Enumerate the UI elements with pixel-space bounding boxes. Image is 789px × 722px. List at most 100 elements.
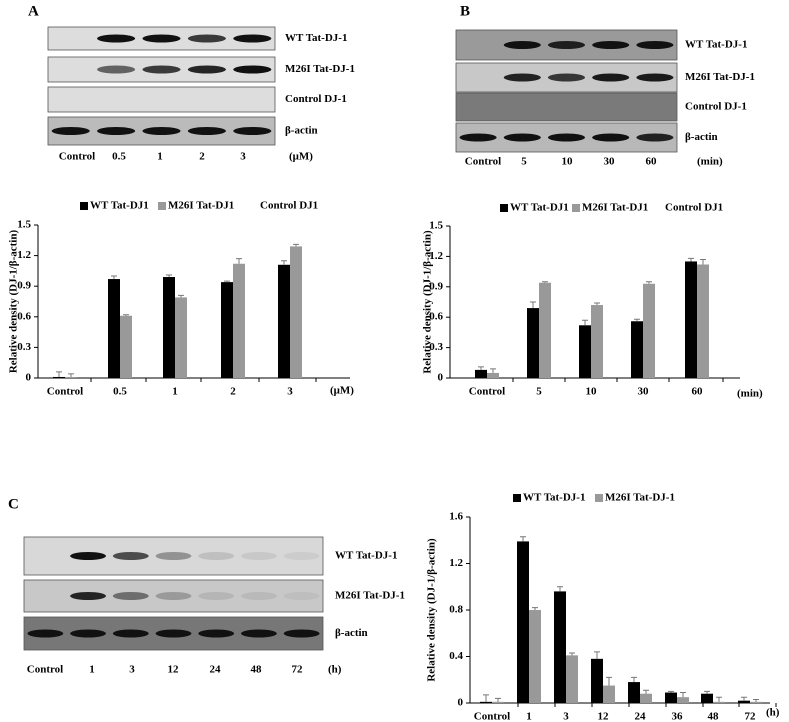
blot-band [51, 127, 90, 135]
bar [163, 277, 175, 378]
y-tick-label: 0.8 [449, 604, 463, 616]
blot-band [70, 552, 107, 560]
bar [603, 685, 615, 703]
x-unit: (h) [766, 707, 780, 719]
legend-swatch [158, 202, 166, 210]
bar [579, 325, 591, 378]
lane-label: 2 [199, 151, 205, 163]
y-tick-label: 0 [458, 697, 464, 709]
blot-band [636, 73, 674, 82]
bar [529, 610, 541, 703]
y-tick-label: 0 [26, 372, 32, 384]
blot-band [112, 552, 149, 560]
bar [554, 591, 566, 703]
lane-label: 3 [129, 664, 135, 676]
legend-swatch [595, 494, 603, 502]
blot-band [233, 34, 272, 43]
blot-band [459, 133, 497, 142]
bar [487, 372, 499, 378]
bar [750, 701, 762, 703]
blot-band [155, 552, 192, 560]
lane-label: Control [27, 664, 63, 676]
blot-band [142, 34, 181, 43]
blot-strip [455, 92, 678, 122]
error-bar [668, 690, 674, 693]
x-tick-label: 72 [745, 711, 757, 722]
legend-label: Control DJ1 [665, 202, 723, 214]
lane-label: 48 [251, 664, 263, 676]
bar [175, 297, 187, 378]
blot-band [97, 127, 136, 135]
error-bar [224, 280, 230, 283]
blot-row-label: M26I Tat-DJ-1 [685, 71, 755, 83]
x-tick-label: 3 [563, 711, 569, 722]
lane-label: 5 [521, 156, 527, 168]
blot-band [283, 629, 320, 638]
y-tick-label: 0.3 [429, 341, 443, 353]
bar [221, 282, 233, 378]
x-tick-label: Control [474, 711, 510, 722]
error-bar [293, 243, 299, 247]
lane-label: 12 [168, 664, 180, 676]
error-bar [68, 373, 74, 377]
x-tick-label: 1 [526, 711, 532, 722]
y-tick-label: 0.3 [17, 341, 31, 353]
legend-swatch [500, 204, 508, 212]
y-tick-label: 1.5 [17, 219, 31, 231]
legend-label: M26I Tat-DJ-1 [605, 492, 675, 504]
blot-band [155, 629, 192, 638]
panel-label: B [460, 3, 470, 19]
error-bar [646, 281, 652, 284]
blot-band [97, 34, 136, 43]
blot-band [198, 629, 235, 638]
error-bar [716, 696, 722, 702]
blot-band [233, 127, 272, 135]
panel-label: C [8, 496, 19, 512]
y-tick-label: 1.2 [429, 250, 443, 262]
blot-row-label: Control DJ-1 [285, 93, 347, 105]
blot-band [240, 629, 277, 638]
blot-band [283, 592, 320, 600]
x-tick-label: 36 [672, 711, 684, 722]
y-axis-label: Relative density (DJ-1/β-actin) [422, 230, 434, 374]
blot-band [240, 592, 277, 600]
lane-label: 1 [89, 664, 95, 676]
blot-band [187, 34, 226, 43]
x-tick-label: 0.5 [113, 386, 127, 398]
y-tick-label: 1.2 [17, 249, 31, 261]
lane-label: 30 [604, 156, 616, 168]
y-tick-label: 1.2 [449, 557, 463, 569]
lane-label: Control [59, 151, 95, 163]
lane-label: 1 [157, 151, 163, 163]
y-tick-label: 0.6 [429, 311, 443, 323]
bar [677, 697, 689, 703]
y-tick-label: 0 [438, 372, 444, 384]
blot-band [592, 133, 630, 142]
blot-band [547, 73, 586, 82]
lane-label: 60 [646, 156, 658, 168]
error-bar [178, 294, 184, 298]
error-bar [111, 275, 117, 280]
bar [527, 308, 539, 378]
legend-label: M26I Tat-DJ1 [582, 202, 648, 214]
error-bar [643, 689, 649, 694]
error-bar [688, 257, 694, 262]
bar [738, 700, 750, 703]
legend-label: WT Tat-DJ-1 [523, 492, 585, 504]
error-bar [490, 368, 496, 373]
blot-row-label: β-actin [685, 131, 718, 143]
error-bar [634, 318, 640, 322]
blot-band [198, 552, 235, 560]
blot-band [592, 41, 630, 49]
error-bar [594, 302, 600, 306]
bar [65, 376, 77, 378]
error-bar [741, 696, 747, 701]
blot-band [142, 65, 181, 74]
legend-label: WT Tat-DJ1 [510, 202, 569, 214]
blot-band [112, 592, 149, 600]
blot-band [636, 41, 674, 49]
blot-band [636, 133, 674, 142]
bar [480, 701, 492, 703]
blot-band [503, 133, 541, 142]
